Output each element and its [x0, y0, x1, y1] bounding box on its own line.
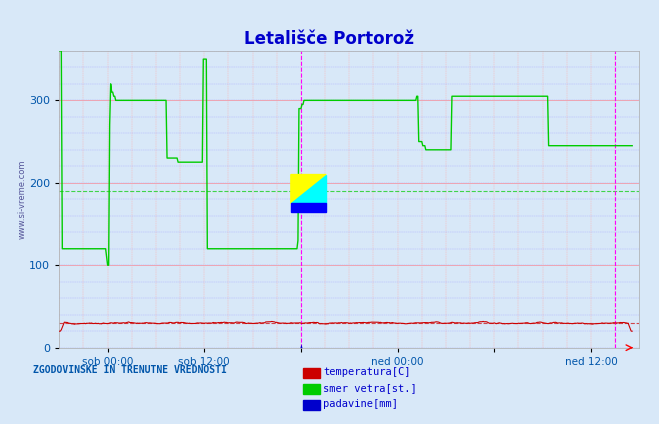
Text: padavine[mm]: padavine[mm]	[323, 399, 398, 410]
Polygon shape	[291, 175, 326, 204]
Text: smer vetra[st.]: smer vetra[st.]	[323, 383, 416, 393]
Text: temperatura[C]: temperatura[C]	[323, 367, 411, 377]
Text: ZGODOVINSKE IN TRENUTNE VREDNOSTI: ZGODOVINSKE IN TRENUTNE VREDNOSTI	[33, 365, 227, 375]
Y-axis label: www.si-vreme.com: www.si-vreme.com	[17, 159, 26, 239]
Text: Letališče Portorož: Letališče Portorož	[244, 30, 415, 47]
Polygon shape	[291, 175, 326, 204]
Bar	[291, 204, 326, 212]
